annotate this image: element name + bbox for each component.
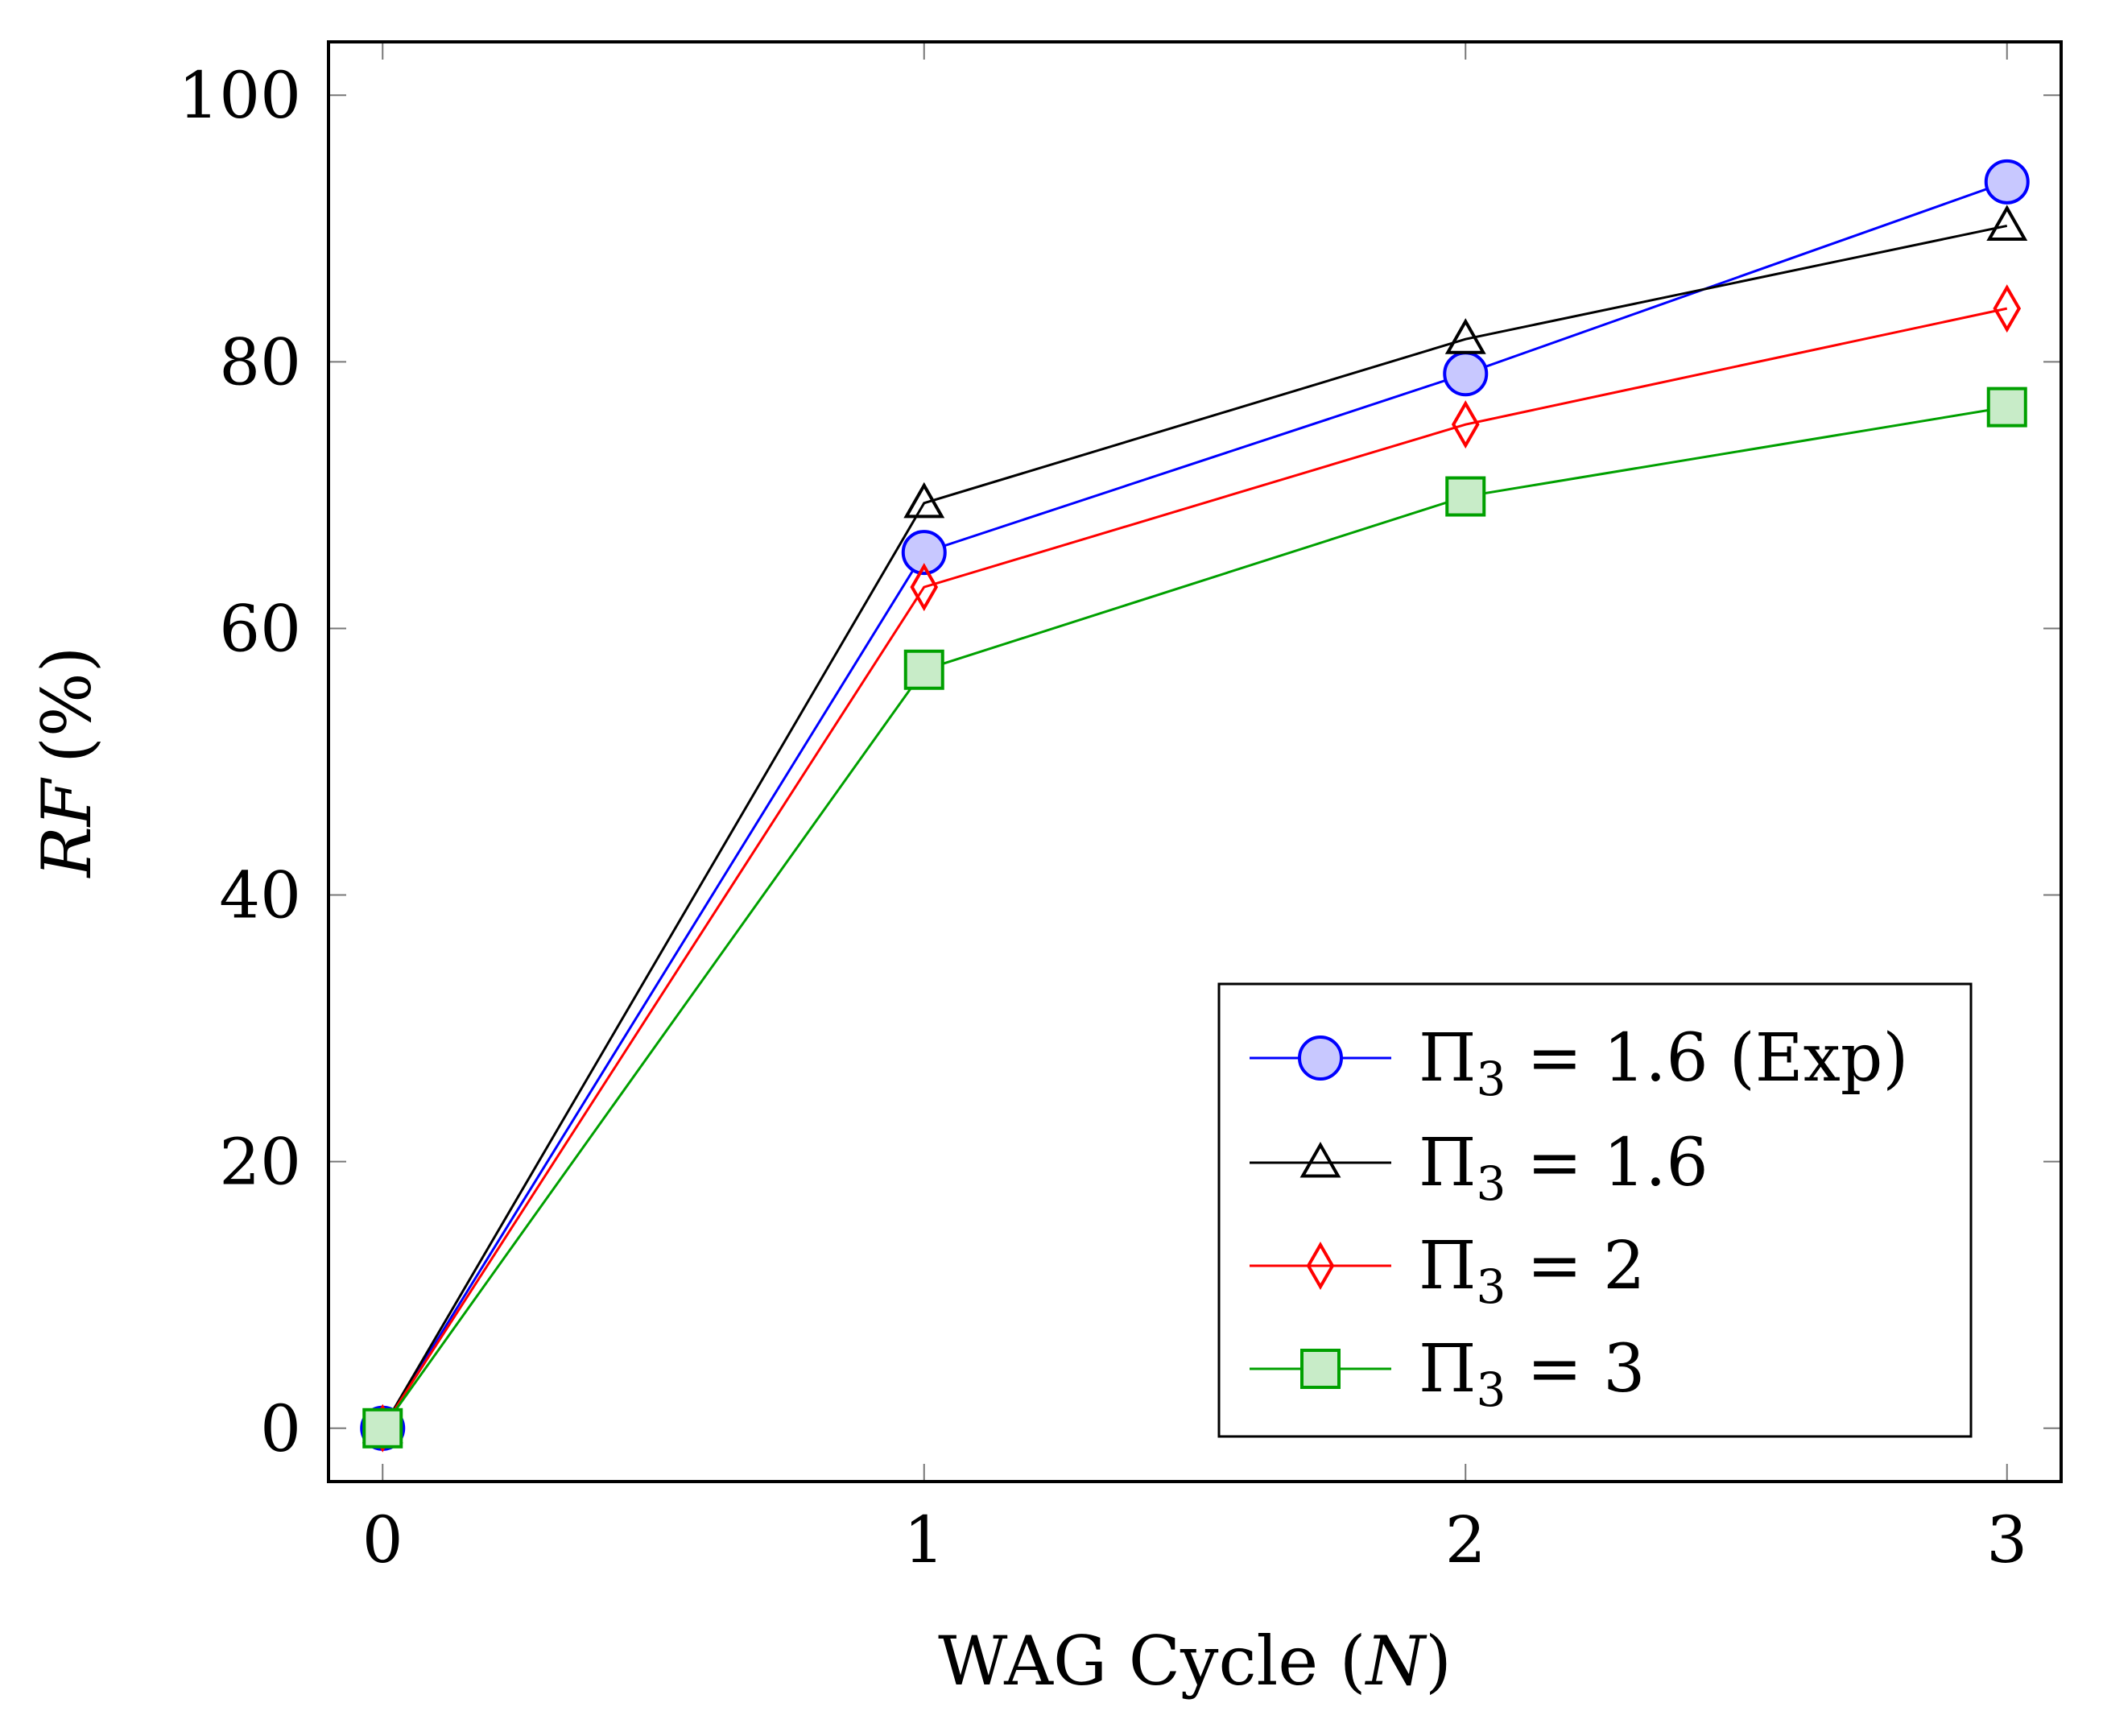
legend-label-base: Π xyxy=(1419,1331,1477,1407)
series-line xyxy=(381,180,2008,1429)
tick-marks xyxy=(328,42,2061,1482)
y-tick-label: 40 xyxy=(219,858,301,933)
legend-marker xyxy=(1306,1241,1335,1291)
legend-label: Π3 = 1.6 xyxy=(1419,1125,1708,1211)
data-point xyxy=(910,563,939,612)
series-line xyxy=(382,406,2007,1429)
data-point xyxy=(1984,159,2030,205)
x-axis-label-text: WAG Cycle ( xyxy=(938,1622,1366,1701)
x-tick-label: 2 xyxy=(1445,1502,1486,1577)
x-tick-label: 3 xyxy=(1986,1502,2027,1577)
y-tick-label: 80 xyxy=(219,324,301,399)
y-tick-label: 60 xyxy=(219,591,301,666)
x-axis-label-var: N xyxy=(1365,1622,1427,1701)
legend-label-rest: = 1.6 xyxy=(1506,1125,1708,1201)
legend-label-rest: = 3 xyxy=(1506,1331,1645,1407)
legend-marker xyxy=(1298,1035,1343,1081)
legend-label-base: Π xyxy=(1419,1125,1477,1201)
y-tick-label: 100 xyxy=(178,58,301,133)
series-line xyxy=(381,307,2008,1429)
legend-marker xyxy=(1300,1349,1341,1389)
data-point xyxy=(1986,386,2027,428)
data-point xyxy=(1451,400,1480,449)
legend-box xyxy=(1217,982,1973,1438)
y-tick-label: 20 xyxy=(219,1125,301,1200)
data-point xyxy=(1986,205,2028,241)
x-tick-label: 0 xyxy=(362,1502,403,1577)
tick-labels: 0 1 2 3 0 20 40 60 80 100 xyxy=(178,58,2027,1577)
data-point xyxy=(1993,284,2022,333)
y-axis-label-unit: (%) xyxy=(27,647,106,763)
legend-label-sub: 3 xyxy=(1477,1052,1506,1106)
data-point xyxy=(1443,351,1489,397)
legend-label: Π3 = 2 xyxy=(1419,1228,1645,1314)
data-point xyxy=(903,649,944,690)
legend-label-base: Π xyxy=(1419,1228,1477,1304)
legend-entry: Π3 = 3 xyxy=(1250,1331,1645,1417)
legend-marker xyxy=(1299,1141,1341,1178)
legend-label: Π3 = 3 xyxy=(1419,1331,1645,1417)
y-axis-label: RF (%) xyxy=(27,647,106,879)
plot-frame xyxy=(327,40,2063,1483)
series-line xyxy=(381,224,2008,1429)
data-point xyxy=(362,1407,403,1449)
legend-entry: Π3 = 1.6 (Exp) xyxy=(1250,1020,1908,1106)
x-tick-label: 1 xyxy=(903,1502,944,1577)
legend-label-rest: = 1.6 (Exp) xyxy=(1506,1020,1908,1097)
data-point xyxy=(901,530,947,576)
legend-label-sub: 3 xyxy=(1477,1156,1506,1211)
data-point xyxy=(1445,476,1486,517)
legend-label-sub: 3 xyxy=(1477,1362,1506,1417)
x-axis-label-close: ) xyxy=(1425,1622,1452,1701)
x-axis-label: WAG Cycle (N) xyxy=(938,1622,1452,1701)
y-axis-label-var: RF xyxy=(27,777,106,878)
data-point xyxy=(903,482,945,519)
legend-label-sub: 3 xyxy=(1477,1259,1506,1314)
legend-label: Π3 = 1.6 (Exp) xyxy=(1419,1020,1908,1106)
series-3 xyxy=(362,386,2027,1449)
legend-entry: Π3 = 2 xyxy=(1250,1228,1645,1314)
series-layer xyxy=(360,159,2030,1453)
data-point xyxy=(1444,318,1486,354)
legend-label-rest: = 2 xyxy=(1506,1228,1645,1304)
y-tick-label: 0 xyxy=(260,1391,301,1466)
legend-label-base: Π xyxy=(1419,1020,1477,1097)
legend-entry: Π3 = 1.6 xyxy=(1250,1125,1708,1211)
legend: Π3 = 1.6 (Exp)Π3 = 1.6Π3 = 2Π3 = 3 xyxy=(1217,982,1973,1438)
